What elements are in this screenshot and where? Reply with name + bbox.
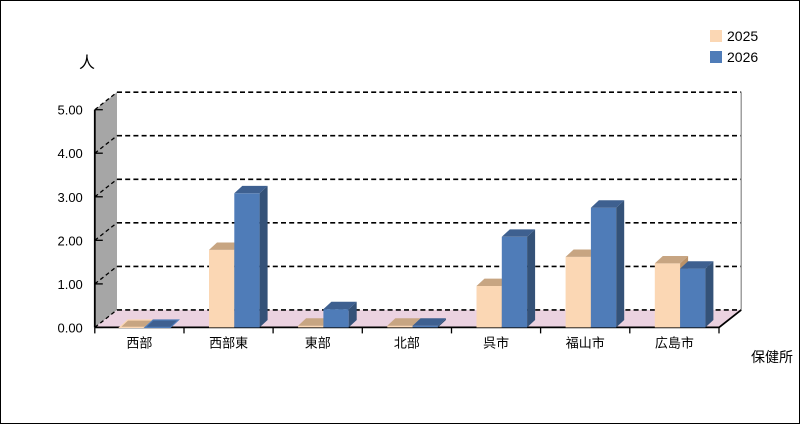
svg-text:西部東: 西部東 [209,335,248,350]
svg-text:西部: 西部 [126,335,152,350]
svg-text:4.00: 4.00 [57,146,82,161]
svg-text:0.00: 0.00 [57,320,82,335]
svg-text:3.00: 3.00 [57,190,82,205]
svg-text:1.00: 1.00 [57,277,82,292]
svg-text:呉市: 呉市 [483,335,509,350]
svg-text:広島市: 広島市 [655,335,694,350]
svg-text:2026: 2026 [727,49,758,65]
svg-text:人: 人 [79,54,95,72]
svg-text:2025: 2025 [727,28,758,44]
svg-text:福山市: 福山市 [566,335,605,350]
svg-text:保健所: 保健所 [751,349,793,365]
svg-text:東部: 東部 [305,335,331,350]
svg-text:5.00: 5.00 [57,103,82,118]
svg-text:北部: 北部 [394,335,420,350]
svg-text:2.00: 2.00 [57,233,82,248]
